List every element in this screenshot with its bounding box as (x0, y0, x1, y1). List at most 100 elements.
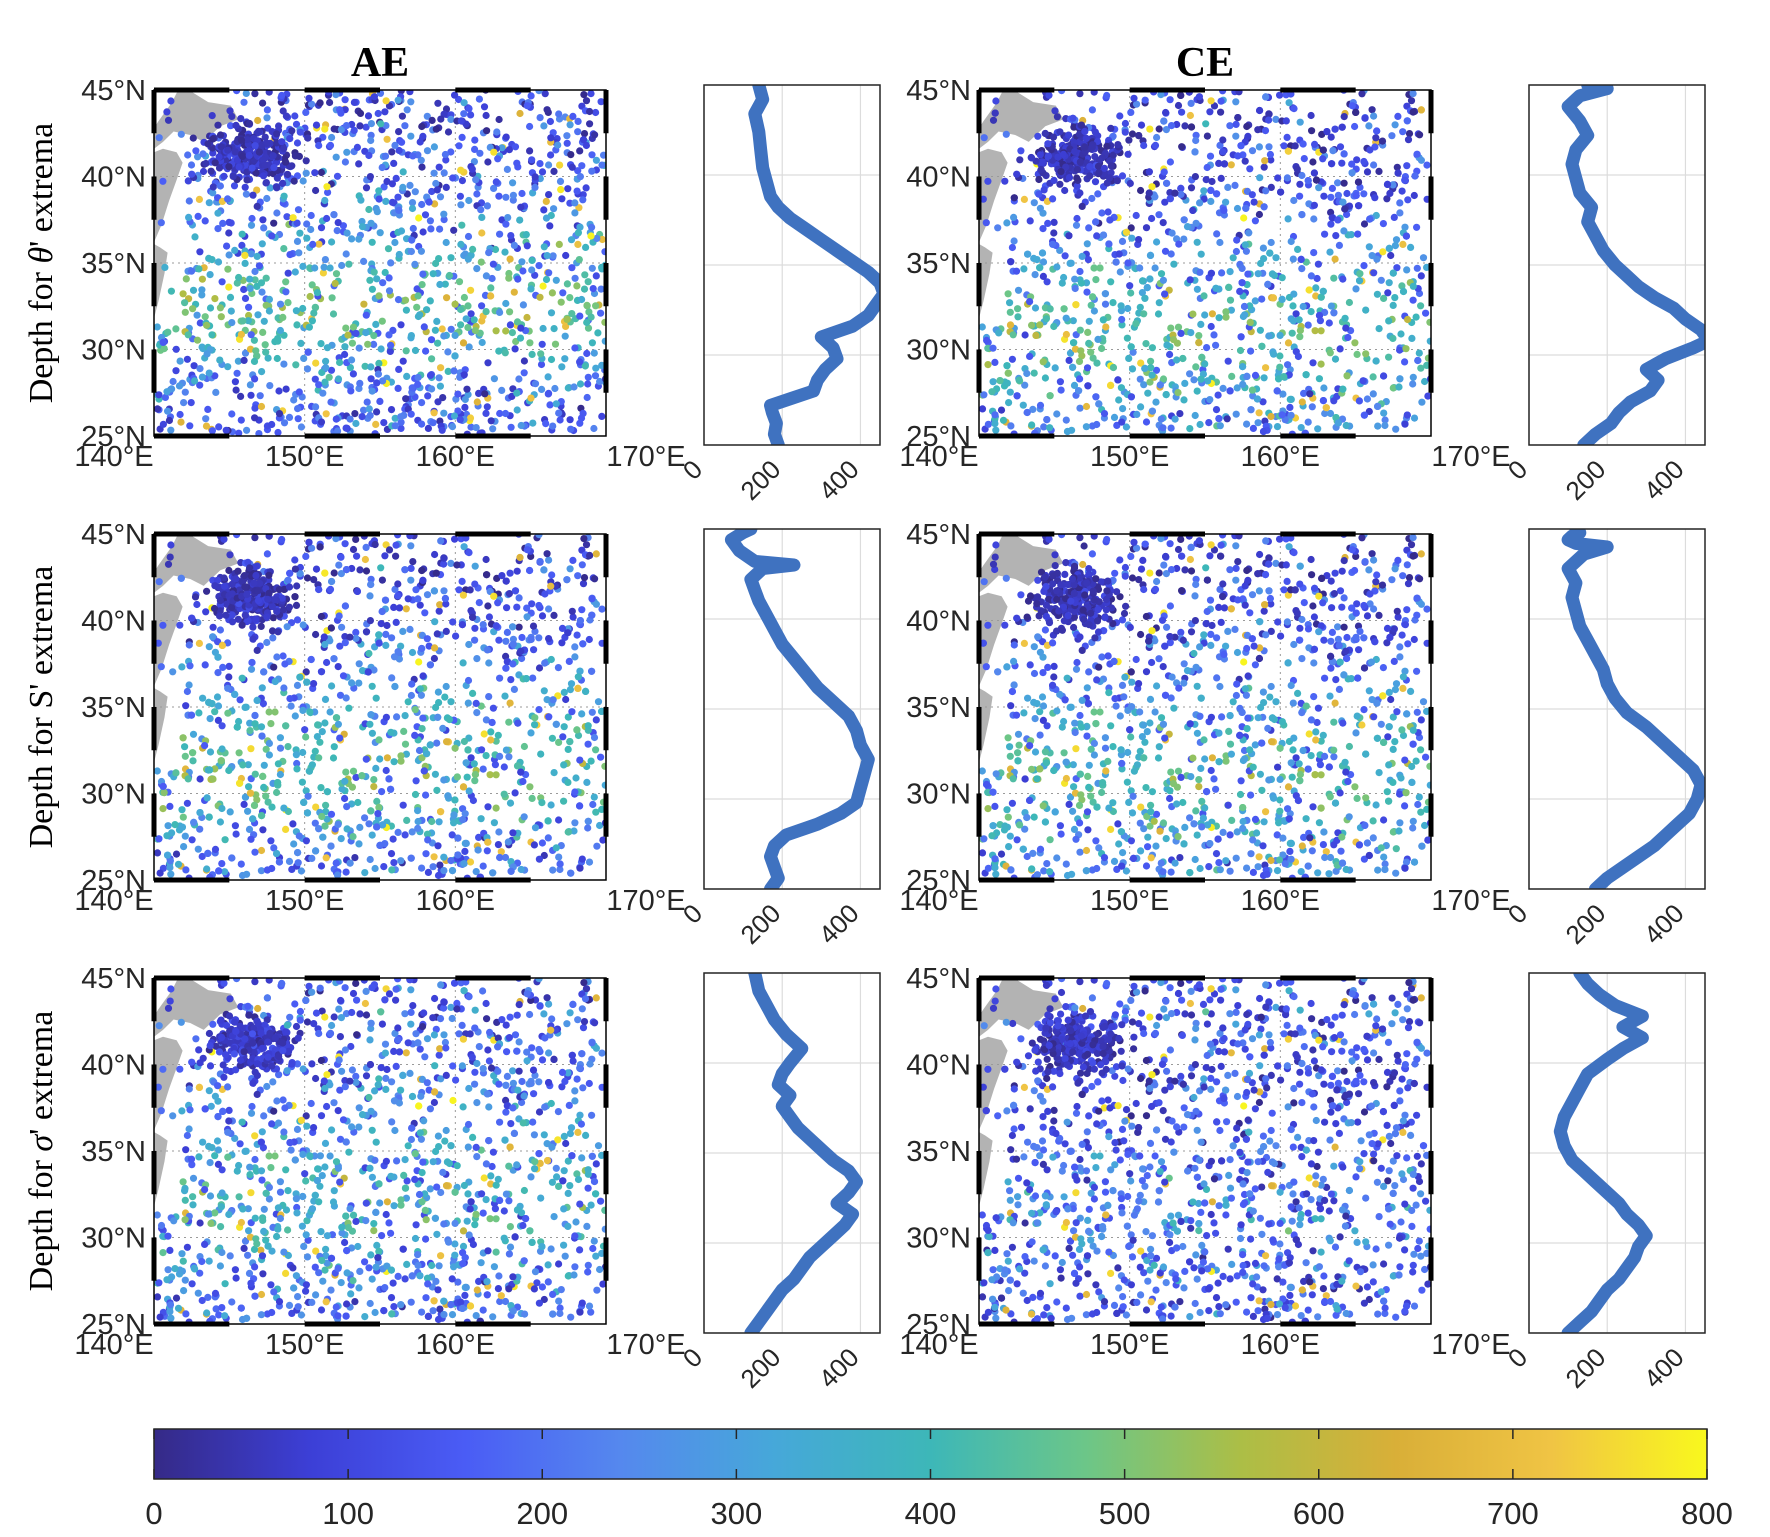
scatter-point (1347, 231, 1355, 239)
scatter-point (409, 224, 417, 233)
scatter-point (350, 126, 358, 134)
scatter-point (319, 389, 327, 397)
scatter-point (394, 96, 402, 104)
scatter-point (1319, 397, 1327, 405)
scatter-point (426, 661, 434, 669)
scatter-point (473, 190, 481, 198)
scatter-point (159, 805, 167, 813)
scatter-point (317, 612, 325, 621)
scatter-point (224, 709, 232, 717)
scatter-point (1272, 254, 1280, 262)
scatter-point (227, 122, 235, 130)
scatter-point (380, 863, 388, 871)
scatter-point (1015, 376, 1023, 384)
scatter-point (593, 842, 601, 850)
scatter-point (460, 371, 468, 379)
scatter-point (454, 390, 462, 398)
scatter-point (485, 693, 493, 701)
row-label-symbol: σ (23, 1134, 60, 1152)
scatter-point (373, 208, 381, 216)
scatter-point (994, 224, 1002, 232)
scatter-point (451, 352, 459, 360)
scatter-point (1016, 156, 1024, 164)
scatter-point (1255, 143, 1263, 151)
scatter-point (1133, 410, 1141, 418)
scatter-point (397, 90, 405, 95)
scatter-point (172, 345, 180, 353)
scatter-point (220, 574, 228, 582)
scatter-point (249, 815, 257, 823)
scatter-point (510, 241, 518, 249)
scatter-point (1186, 111, 1194, 120)
scatter-point (443, 294, 451, 302)
scatter-point (1118, 321, 1126, 329)
scatter-point (1163, 341, 1171, 349)
scatter-point (535, 90, 543, 95)
scatter-point (245, 151, 253, 159)
scatter-point (351, 410, 359, 418)
scatter-point (548, 734, 557, 742)
scatter-point (1155, 125, 1163, 133)
scatter-point (1132, 211, 1140, 220)
scatter-point (1413, 264, 1421, 272)
scatter-point (253, 646, 261, 655)
scatter-point (321, 196, 329, 205)
scatter-point (461, 395, 469, 403)
scatter-point (1051, 107, 1059, 115)
scatter-point (355, 679, 363, 687)
scatter-point (393, 713, 401, 721)
scatter-point (218, 278, 226, 286)
scatter-point (259, 772, 267, 781)
scatter-point (1276, 331, 1284, 339)
scatter-point (1284, 215, 1292, 223)
scatter-point (287, 702, 295, 710)
scatter-point (1177, 184, 1185, 192)
scatter-point (1151, 264, 1159, 272)
scatter-point (598, 412, 606, 420)
scatter-point (597, 309, 605, 317)
scatter-point (1053, 410, 1061, 418)
scatter-point (544, 834, 552, 842)
scatter-point (225, 662, 233, 671)
scatter-point (188, 614, 196, 622)
scatter-point (1195, 332, 1203, 340)
scatter-point (342, 694, 350, 702)
scatter-point (1267, 156, 1275, 164)
scatter-point (502, 746, 510, 754)
scatter-point (293, 172, 302, 180)
scatter-point (163, 832, 171, 840)
scatter-point (1398, 282, 1406, 290)
scatter-point (1085, 317, 1093, 325)
scatter-point (403, 372, 411, 380)
scatter-point (1370, 269, 1378, 277)
scatter-point (204, 405, 212, 413)
scatter-point (383, 754, 391, 762)
scatter-point (342, 250, 350, 258)
scatter-point (374, 370, 382, 378)
scatter-point (258, 812, 266, 820)
scatter-point (1328, 214, 1336, 222)
scatter-point (1177, 190, 1185, 198)
scatter-point (1245, 229, 1253, 237)
scatter-point (466, 586, 474, 594)
scatter-point (302, 108, 310, 116)
scatter-point (218, 860, 226, 868)
scatter-point (247, 665, 256, 673)
scatter-point (1267, 183, 1275, 191)
scatter-point (531, 824, 540, 832)
scatter-point (514, 275, 522, 283)
scatter-point (1227, 306, 1235, 314)
scatter-point (459, 659, 467, 667)
scatter-point (1073, 174, 1081, 182)
scatter-point (418, 122, 426, 131)
scatter-point (489, 425, 497, 433)
scatter-point (601, 318, 606, 326)
scatter-point (448, 831, 456, 839)
scatter-point (366, 617, 374, 625)
scatter-point (1232, 247, 1240, 256)
scatter-point (511, 587, 520, 595)
scatter-point (1195, 339, 1203, 347)
scatter-point (211, 845, 220, 854)
scatter-point (352, 628, 360, 637)
scatter-point (1116, 268, 1124, 276)
